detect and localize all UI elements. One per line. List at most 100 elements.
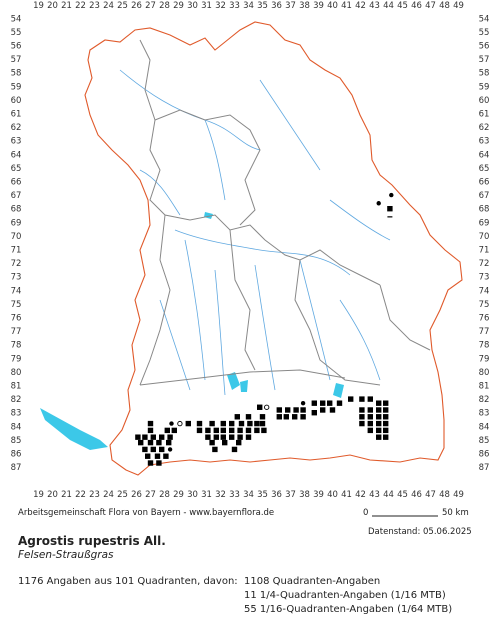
record-square bbox=[254, 420, 260, 427]
x-tick-label: 44 bbox=[383, 1, 394, 11]
y-tick-label: 64 bbox=[11, 150, 22, 160]
record-square bbox=[367, 420, 373, 427]
x-tick-label: 39 bbox=[313, 490, 324, 500]
x-tick-label: 28 bbox=[159, 1, 170, 11]
x-tick-label: 29 bbox=[173, 490, 184, 500]
y-tick-label: 55 bbox=[479, 28, 490, 38]
record-square bbox=[387, 206, 393, 212]
x-tick-label: 48 bbox=[439, 1, 450, 11]
record-square bbox=[367, 427, 373, 434]
record-square bbox=[159, 446, 165, 453]
y-tick-label: 67 bbox=[479, 191, 490, 201]
y-tick-label: 61 bbox=[11, 110, 22, 120]
x-tick-label: 49 bbox=[453, 490, 464, 500]
y-tick-label: 54 bbox=[479, 14, 490, 24]
record-square bbox=[150, 446, 156, 453]
credit-line: Arbeitsgemeinschaft Flora von Bayern - w… bbox=[18, 508, 275, 518]
x-tick-label: 40 bbox=[327, 490, 338, 500]
y-tick-label: 85 bbox=[11, 436, 22, 446]
record-dot bbox=[167, 447, 173, 452]
record-square bbox=[229, 427, 235, 434]
record-square bbox=[213, 427, 219, 434]
record-square bbox=[367, 414, 373, 420]
record-square bbox=[376, 400, 382, 406]
record-square bbox=[166, 439, 172, 446]
record-square bbox=[167, 434, 173, 440]
x-tick-label: 34 bbox=[243, 1, 254, 11]
record-square bbox=[196, 420, 203, 427]
x-tick-label: 31 bbox=[201, 1, 212, 11]
y-tick-label: 67 bbox=[11, 191, 22, 201]
x-tick-label: 37 bbox=[285, 1, 296, 11]
date-stamp: Datenstand: 05.06.2025 bbox=[368, 527, 472, 537]
record-square bbox=[336, 400, 343, 406]
record-square bbox=[276, 407, 282, 413]
x-tick-label: 34 bbox=[243, 490, 254, 500]
x-tick-label: 27 bbox=[145, 1, 156, 11]
x-tick-label: 42 bbox=[355, 490, 366, 500]
y-tick-label: 82 bbox=[479, 395, 490, 405]
record-square bbox=[231, 446, 238, 453]
y-tick-label: 87 bbox=[11, 463, 22, 473]
x-tick-label: 21 bbox=[61, 490, 72, 500]
x-tick-label: 28 bbox=[159, 490, 170, 500]
y-axis-right: 54 55 56 57 58 59 60 61 62 63 64 65 66 67 68 69 70 71 72 73… bbox=[479, 14, 490, 473]
record-square bbox=[234, 414, 240, 420]
record-square bbox=[245, 414, 252, 420]
record-square bbox=[245, 434, 252, 440]
record-dot bbox=[389, 192, 394, 198]
record-dash bbox=[387, 216, 393, 218]
y-tick-label: 73 bbox=[479, 273, 490, 283]
x-tick-label: 39 bbox=[313, 1, 324, 11]
x-tick-label: 36 bbox=[271, 490, 282, 500]
species-name: Agrostis rupestris All. bbox=[18, 534, 166, 548]
y-tick-label: 75 bbox=[11, 300, 22, 310]
x-axis-top: 19 20 21 22 23 24 25 26 27 28 29 30 31 32 33 34 35 36 37 38… bbox=[33, 1, 464, 11]
record-square bbox=[254, 427, 260, 434]
y-tick-label: 59 bbox=[479, 82, 490, 92]
y-tick-label: 60 bbox=[11, 96, 22, 106]
y-tick-label: 81 bbox=[11, 382, 22, 392]
record-square bbox=[327, 400, 333, 406]
record-dot bbox=[169, 421, 174, 426]
state-border bbox=[84, 21, 463, 476]
record-square bbox=[156, 439, 162, 446]
record-square bbox=[245, 427, 252, 434]
stats-breakdown-quarter: 11 1/4-Quadranten-Angaben (1/16 MTB) bbox=[244, 590, 446, 601]
record-square bbox=[209, 439, 215, 446]
y-tick-label: 58 bbox=[11, 69, 22, 79]
district-borders bbox=[139, 39, 431, 386]
x-tick-label: 32 bbox=[215, 1, 226, 11]
y-tick-label: 68 bbox=[479, 205, 490, 215]
record-square bbox=[238, 420, 245, 427]
y-tick-label: 83 bbox=[11, 409, 22, 419]
record-square bbox=[257, 404, 263, 410]
x-tick-label: 46 bbox=[411, 490, 422, 500]
record-square bbox=[236, 439, 242, 446]
y-tick-label: 63 bbox=[11, 137, 22, 147]
record-square bbox=[159, 434, 165, 440]
record-square bbox=[376, 420, 382, 427]
record-square bbox=[383, 414, 389, 420]
record-square bbox=[212, 446, 218, 453]
record-square bbox=[376, 407, 382, 413]
record-square bbox=[320, 400, 326, 406]
y-tick-label: 83 bbox=[479, 409, 490, 419]
x-tick-label: 48 bbox=[439, 490, 450, 500]
x-tick-label: 19 bbox=[33, 1, 44, 11]
x-tick-label: 38 bbox=[299, 1, 310, 11]
record-square bbox=[376, 434, 382, 440]
y-tick-label: 59 bbox=[11, 82, 22, 92]
y-tick-label: 58 bbox=[479, 69, 490, 79]
y-tick-label: 85 bbox=[479, 436, 490, 446]
record-square bbox=[196, 427, 203, 434]
y-tick-label: 62 bbox=[479, 123, 490, 133]
record-square bbox=[147, 427, 154, 434]
y-tick-label: 84 bbox=[479, 422, 490, 432]
record-square bbox=[147, 420, 154, 427]
y-tick-label: 56 bbox=[479, 42, 490, 52]
y-tick-label: 76 bbox=[479, 314, 490, 324]
record-square bbox=[285, 407, 291, 413]
record-square bbox=[259, 414, 266, 420]
record-square bbox=[383, 434, 389, 440]
